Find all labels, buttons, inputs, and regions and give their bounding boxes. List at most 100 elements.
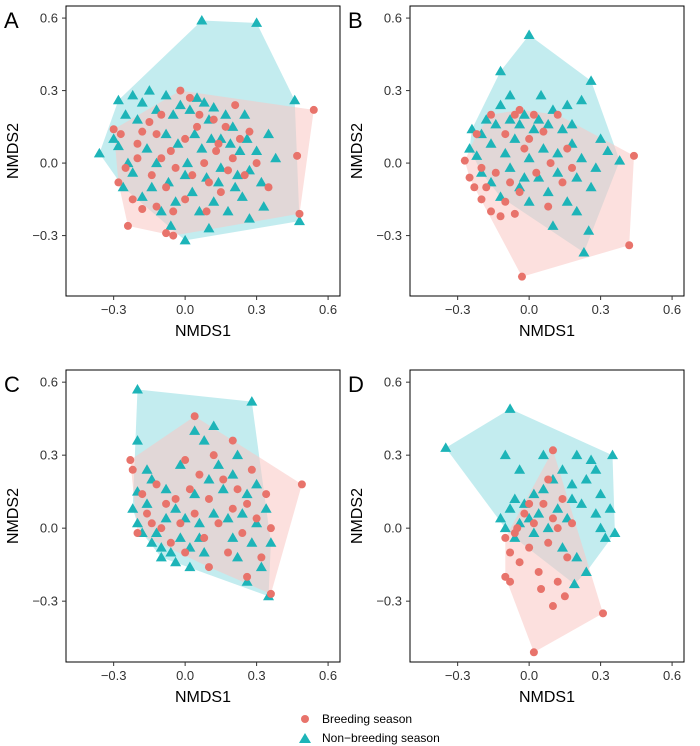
x-axis-title: NMDS1: [519, 689, 575, 706]
breeding-point: [147, 519, 156, 528]
breeding-point: [188, 171, 197, 180]
non-breeding-point: [160, 128, 172, 139]
breeding-point: [496, 212, 505, 221]
breeding-point: [470, 183, 479, 192]
breeding-point: [568, 519, 577, 528]
non-breeding-point: [537, 449, 549, 460]
x-tick-label: 0.3: [248, 668, 266, 683]
breeding-point: [157, 154, 166, 163]
non-breeding-point: [566, 118, 578, 129]
non-breeding-point: [556, 542, 568, 552]
breeding-point: [209, 115, 218, 124]
breeding-point: [224, 166, 233, 175]
non-breeding-point: [136, 97, 148, 107]
breeding-point: [477, 163, 486, 172]
breeding-point: [109, 125, 118, 134]
breeding-point: [228, 154, 237, 163]
non-breeding-point: [255, 561, 267, 572]
non-breeding-point: [170, 503, 182, 513]
breeding-point: [216, 188, 225, 197]
breeding-point: [133, 139, 142, 148]
breeding-point: [123, 221, 132, 230]
non-breeding-point: [172, 138, 184, 148]
non-breeding-point: [196, 15, 208, 25]
non-breeding-point: [607, 449, 619, 460]
breeding-point: [544, 475, 553, 484]
breeding-point: [247, 465, 256, 474]
non-breeding-point: [227, 121, 239, 131]
non-breeding-point: [232, 551, 244, 562]
breeding-point: [517, 272, 526, 281]
non-breeding-point: [189, 128, 201, 139]
breeding-point: [525, 134, 534, 143]
y-tick-label: 0.3: [40, 448, 58, 463]
non-breeding-point: [215, 162, 227, 172]
non-breeding-point: [141, 464, 153, 474]
non-breeding-point: [151, 157, 163, 168]
x-tick-label: −0.3: [445, 302, 471, 317]
breeding-point: [553, 577, 562, 586]
x-tick-label: 0.6: [319, 668, 337, 683]
y-tick-label: 0.0: [40, 521, 58, 536]
non-breeding-point: [251, 478, 263, 489]
non-breeding-point: [208, 420, 220, 430]
non-breeding-point: [576, 94, 588, 105]
non-breeding-point: [208, 508, 220, 518]
y-tick-label: 0.0: [40, 156, 58, 171]
breeding-point: [138, 205, 147, 213]
panel-letter: B: [348, 8, 363, 33]
non-breeding-point: [193, 517, 205, 528]
non-breeding-point: [504, 162, 516, 172]
non-breeding-point: [576, 152, 588, 163]
breeding-point: [266, 524, 275, 533]
y-tick-label: 0.3: [384, 448, 402, 463]
breeding-point: [202, 207, 211, 216]
non-breeding-point: [160, 89, 172, 100]
non-breeding-point: [542, 118, 554, 129]
non-breeding-point: [514, 118, 526, 129]
non-breeding-point: [499, 522, 511, 533]
y-tick-label: 0.0: [384, 521, 402, 536]
non-breeding-point: [203, 474, 215, 484]
non-breeding-point: [155, 205, 167, 216]
non-breeding-point: [609, 527, 621, 538]
breeding-point: [121, 163, 130, 172]
non-breeding-point: [552, 167, 564, 177]
breeding-point: [264, 183, 273, 192]
x-tick-label: 0.3: [248, 302, 266, 317]
breeding-point: [252, 159, 261, 168]
breeding-point: [138, 490, 147, 499]
breeding-point: [133, 154, 142, 163]
non-breeding-point: [136, 191, 148, 201]
x-tick-label: 0.6: [319, 302, 337, 317]
breeding-point: [181, 134, 190, 143]
non-breeding-point: [523, 29, 535, 39]
breeding-point: [195, 470, 204, 479]
x-axis-title: NMDS1: [175, 323, 231, 340]
non-breeding-point: [490, 118, 502, 129]
non-breeding-point: [127, 503, 139, 513]
y-axis-title: NMDS2: [5, 123, 22, 179]
non-breeding-point: [143, 85, 155, 95]
breeding-point: [143, 509, 152, 518]
non-breeding-point: [170, 556, 182, 567]
breeding-point: [228, 436, 237, 445]
non-breeding-point: [117, 181, 129, 192]
breeding-point: [558, 178, 567, 187]
breeding-point: [145, 118, 154, 126]
breeding-point: [204, 494, 213, 503]
breeding-point: [262, 490, 271, 499]
y-axis-title: NMDS2: [5, 488, 22, 544]
breeding-point: [195, 110, 204, 119]
non-breeding-point: [270, 152, 282, 163]
non-breeding-point: [499, 147, 511, 158]
non-breeding-point: [528, 488, 540, 499]
plot-frame: [409, 369, 685, 663]
non-breeding-point: [258, 201, 270, 211]
non-breeding-point: [243, 213, 255, 223]
non-breeding-point: [265, 537, 277, 547]
non-breeding-point: [514, 464, 526, 474]
breeding-point: [558, 494, 567, 503]
breeding-point: [510, 209, 519, 218]
y-tick-label: 0.6: [384, 11, 402, 26]
